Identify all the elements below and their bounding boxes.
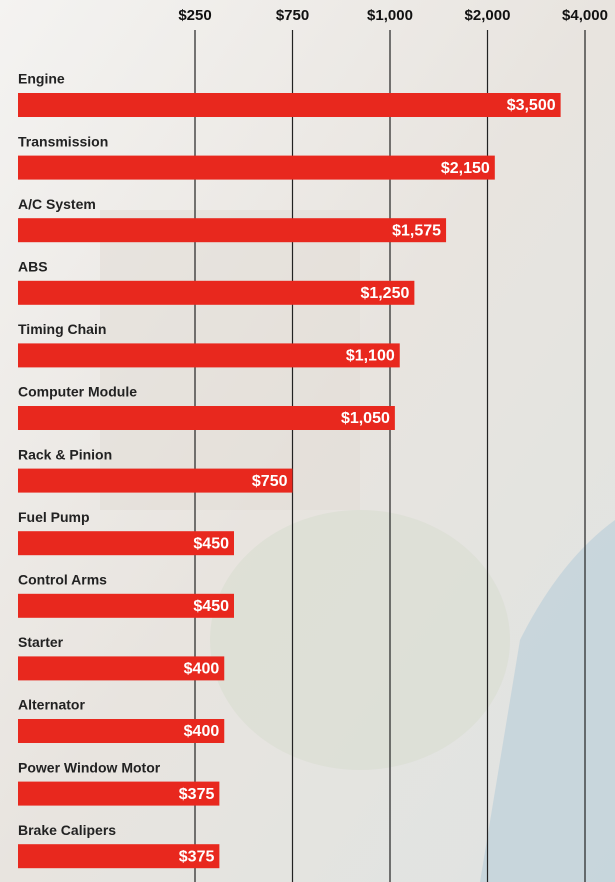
x-tick-label: $250 (178, 7, 211, 24)
bar (18, 844, 220, 869)
background-shrub (210, 510, 510, 770)
category-label: Starter (18, 634, 64, 650)
value-label: $1,575 (392, 222, 441, 239)
value-label: $450 (193, 535, 229, 552)
bar (18, 218, 447, 243)
bar (18, 155, 495, 180)
category-label: Alternator (18, 697, 85, 713)
background-car (480, 520, 615, 882)
bar (18, 656, 225, 681)
bar (18, 781, 220, 806)
value-label: $375 (179, 786, 215, 803)
category-label: Computer Module (18, 384, 137, 400)
category-label: Brake Calipers (18, 822, 116, 838)
bar (18, 593, 234, 618)
value-label: $400 (184, 661, 220, 678)
category-label: Transmission (18, 133, 108, 149)
category-label: ABS (18, 259, 48, 275)
x-tick-label: $750 (276, 7, 309, 24)
value-label: $375 (179, 848, 215, 865)
value-label: $750 (252, 473, 288, 490)
x-tick-label: $4,000 (562, 7, 608, 24)
x-tick-label: $2,000 (465, 7, 511, 24)
bar (18, 280, 415, 305)
value-label: $1,100 (346, 348, 395, 365)
category-label: Timing Chain (18, 321, 106, 337)
value-label: $3,500 (507, 97, 556, 114)
category-label: Fuel Pump (18, 509, 90, 525)
category-label: Control Arms (18, 572, 107, 588)
bar (18, 719, 225, 743)
bar (18, 93, 561, 117)
bar (18, 343, 400, 368)
value-label: $1,050 (341, 410, 390, 427)
category-label: Engine (18, 71, 65, 87)
category-label: A/C System (18, 196, 96, 212)
bar (18, 468, 293, 493)
value-label: $1,250 (360, 285, 409, 302)
bar (18, 406, 395, 430)
category-label: Power Window Motor (18, 759, 161, 775)
bar (18, 531, 234, 556)
value-label: $2,150 (441, 160, 490, 177)
value-label: $400 (184, 723, 220, 740)
x-tick-label: $1,000 (367, 7, 413, 24)
value-label: $450 (193, 598, 229, 615)
category-label: Rack & Pinion (18, 446, 112, 462)
